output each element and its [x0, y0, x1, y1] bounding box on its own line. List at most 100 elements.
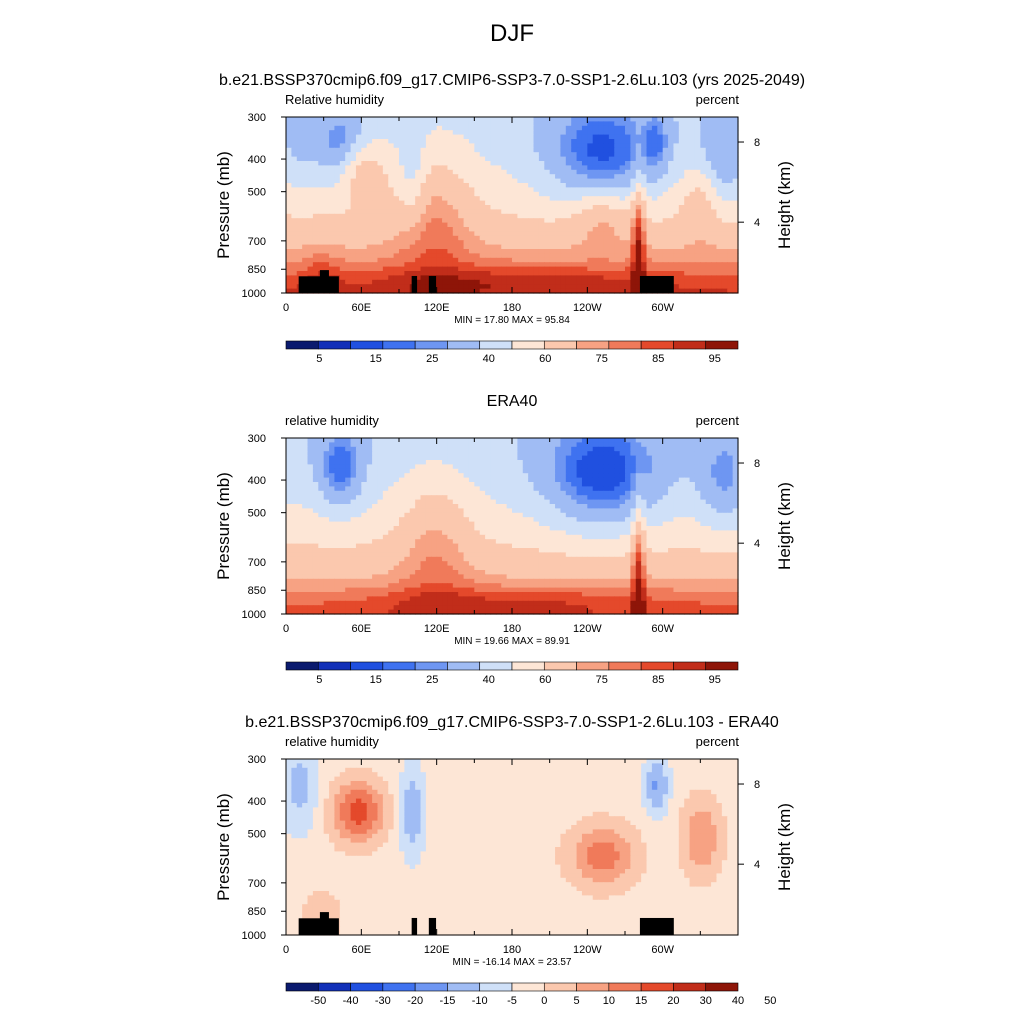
heatmap-cell: [366, 460, 373, 465]
heatmap-cell: [635, 169, 642, 175]
heatmap-cell: [447, 218, 454, 224]
heatmap-cell: [420, 477, 427, 483]
heatmap-cell: [393, 134, 400, 140]
heatmap-cell: [291, 517, 298, 523]
heatmap-cell: [436, 504, 443, 509]
heatmap-cell: [372, 174, 379, 180]
heatmap-cell: [581, 446, 588, 452]
heatmap-cell: [544, 156, 551, 162]
heatmap-cell: [619, 288, 626, 294]
heatmap-cell: [452, 117, 459, 122]
heatmap-cell: [506, 455, 513, 461]
heatmap-cell: [468, 257, 475, 263]
heatmap-cell: [727, 468, 734, 474]
heatmap-cell: [668, 446, 675, 452]
heatmap-cell: [366, 218, 373, 224]
heatmap-cell: [382, 486, 389, 492]
heatmap-cell: [291, 183, 298, 188]
heatmap-cell: [458, 178, 465, 184]
heatmap-cell: [506, 473, 513, 479]
heatmap-cell: [485, 161, 492, 166]
heatmap-cell: [732, 205, 739, 210]
heatmap-cell: [339, 178, 346, 184]
heatmap-cell: [544, 125, 551, 131]
heatmap-cell: [619, 244, 626, 250]
heatmap-cell: [431, 244, 438, 250]
heatmap-cell: [307, 464, 314, 470]
heatmap-cell: [382, 117, 389, 122]
heatmap-cell: [361, 125, 368, 131]
heatmap-cell: [549, 442, 556, 448]
heatmap-cell: [345, 477, 352, 483]
heatmap-cell: [732, 460, 739, 465]
heatmap-cell: [458, 473, 465, 479]
heatmap-cell: [512, 244, 518, 250]
heatmap-cell: [339, 499, 346, 505]
heatmap-cell: [490, 468, 497, 474]
heatmap-cell: [329, 231, 336, 237]
heatmap-cell: [651, 249, 658, 254]
heatmap-cell: [399, 244, 405, 250]
heatmap-cell: [673, 249, 680, 254]
heatmap-cell: [350, 165, 357, 171]
heatmap-cell: [646, 209, 653, 215]
heatmap-cell: [657, 508, 664, 514]
heatmap-cell: [307, 121, 314, 127]
heatmap-cell: [668, 455, 675, 461]
y-tick-label: 1000: [242, 288, 266, 300]
heatmap-cell: [404, 446, 411, 452]
heatmap-cell: [576, 486, 583, 492]
heatmap-cell: [522, 227, 529, 232]
colorbar-swatch: [705, 340, 739, 350]
heatmap-cell: [673, 117, 680, 122]
heatmap-cell: [399, 490, 405, 496]
heatmap-cell: [329, 504, 336, 509]
heatmap-cell: [581, 213, 588, 219]
heatmap-cell: [350, 191, 357, 197]
heatmap-cell: [366, 200, 373, 206]
heatmap-cell: [646, 147, 653, 153]
heatmap-cell: [286, 442, 292, 448]
heatmap-cell: [323, 227, 330, 232]
heatmap-cell: [355, 156, 362, 162]
heatmap-cell: [544, 504, 551, 509]
heatmap-cell: [614, 271, 621, 276]
heatmap-cell: [458, 218, 465, 224]
heatmap-cell: [544, 147, 551, 153]
heatmap-cell: [560, 200, 567, 206]
heatmap-cell: [404, 125, 411, 131]
heatmap-cell: [641, 196, 648, 202]
heatmap-cell: [538, 213, 545, 219]
heatmap-cell: [544, 187, 551, 193]
heatmap-cell: [678, 222, 685, 228]
heatmap-cell: [678, 244, 685, 250]
heatmap-cell: [318, 271, 325, 276]
heatmap-cell: [646, 249, 653, 254]
heatmap-cell: [286, 284, 292, 290]
heatmap-cell: [382, 218, 389, 224]
heatmap-cell: [565, 266, 572, 272]
heatmap-cell: [721, 156, 728, 162]
heatmap-cell: [533, 205, 540, 210]
heatmap-cell: [296, 271, 303, 276]
x-tick-label: 120E: [424, 302, 450, 314]
heatmap-cell: [727, 147, 734, 153]
heatmap-cell: [431, 161, 438, 166]
heatmap-cell: [490, 244, 497, 250]
heatmap-cell: [678, 174, 685, 180]
heatmap-cell: [307, 512, 314, 518]
heatmap-cell: [355, 271, 362, 276]
heatmap-cell: [409, 227, 416, 232]
heatmap-cell: [614, 451, 621, 457]
heatmap-cell: [345, 169, 352, 175]
heatmap-cell: [673, 134, 680, 140]
heatmap-cell: [361, 139, 368, 144]
heatmap-cell: [361, 174, 368, 180]
heatmap-cell: [377, 191, 384, 197]
heatmap-cell: [651, 209, 658, 215]
heatmap-cell: [705, 222, 712, 228]
heatmap-cell: [479, 451, 486, 457]
heatmap-cell: [608, 460, 615, 465]
heatmap-cell: [318, 486, 325, 492]
heatmap-cell: [350, 156, 357, 162]
